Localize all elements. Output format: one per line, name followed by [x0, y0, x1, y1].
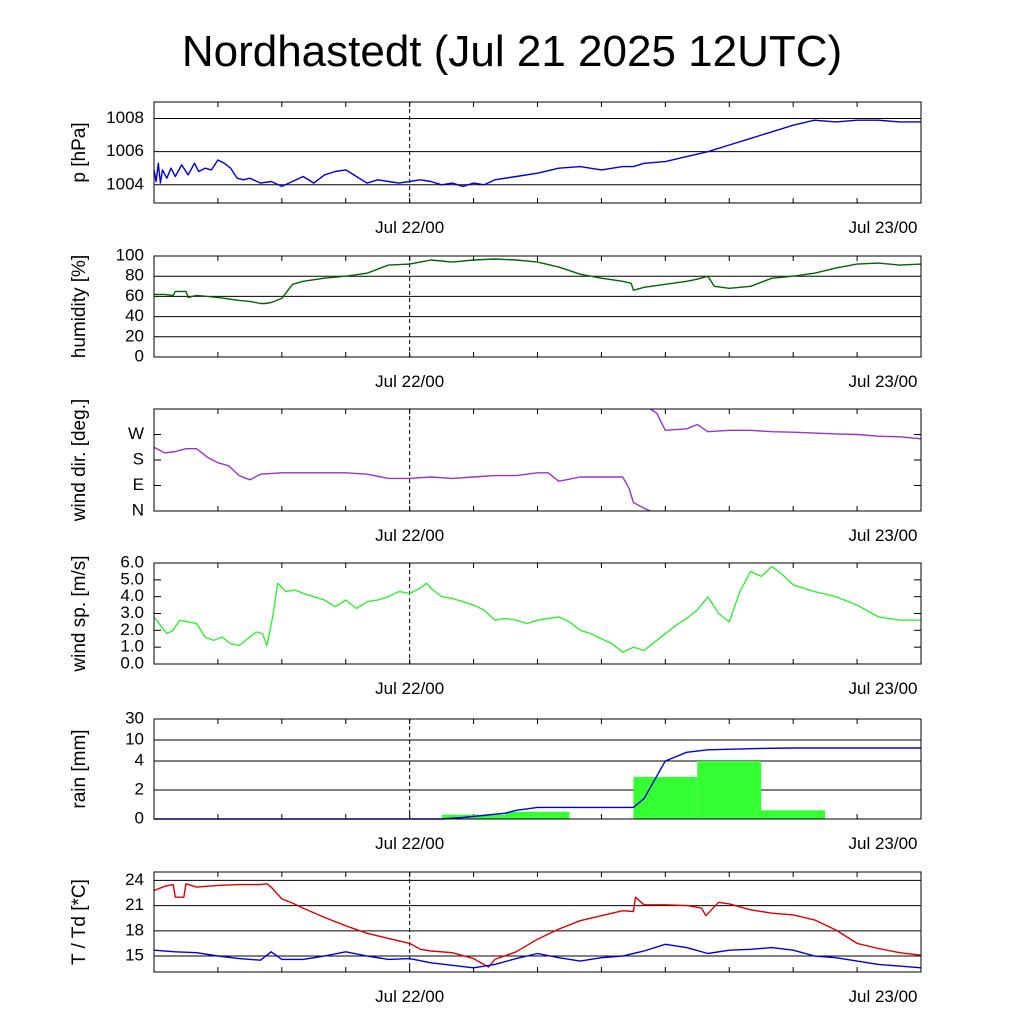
temperature-xtick-label: Jul 23/00 — [849, 987, 918, 1006]
wind-speed-frame — [153, 562, 922, 665]
wind-speed-ytick-label: 6.0 — [120, 552, 144, 571]
pressure-series-line — [153, 119, 921, 188]
rain-ylabel: rain [mm] — [69, 729, 90, 808]
humidity-ytick-label: 80 — [125, 266, 144, 285]
page-title: Nordhastedt (Jul 21 2025 12UTC) — [181, 27, 843, 76]
humidity-xtick-label: Jul 22/00 — [375, 372, 444, 391]
temperature-series-line-td — [153, 943, 922, 969]
rain-xtick-label: Jul 22/00 — [375, 834, 444, 853]
pressure-xtick-label: Jul 22/00 — [375, 218, 444, 237]
rain-ytick-label: 0 — [135, 808, 144, 827]
rain-xtick-label: Jul 23/00 — [849, 834, 918, 853]
pressure-ytick-label: 1008 — [106, 108, 144, 127]
rain-bar — [505, 811, 570, 819]
wind-speed-ytick-label: 2.0 — [120, 620, 144, 639]
pressure-xtick-label: Jul 23/00 — [849, 218, 918, 237]
wind-speed-xtick-label: Jul 23/00 — [849, 679, 918, 698]
pressure-ylabel: p [hPa] — [69, 122, 90, 182]
humidity-ytick-label: 20 — [125, 326, 144, 345]
temperature-ytick-label: 24 — [125, 870, 144, 889]
temperature-series-line-t — [153, 883, 922, 968]
pressure-frame — [153, 101, 922, 204]
humidity-ylabel: humidity [%] — [69, 255, 90, 358]
humidity-ytick-label: 100 — [116, 245, 144, 264]
wind-direction-ylabel: wind dir. [deg.] — [69, 399, 90, 523]
pressure-panel: 1004 1006 1008 p [hPa] Jul 22/00 Jul 23/00 — [69, 101, 922, 237]
humidity-ytick-label: 0 — [135, 346, 144, 365]
pressure-ytick-label: 1006 — [106, 141, 144, 160]
temperature-ylabel: T / Td [*C] — [69, 879, 90, 965]
wind-speed-ytick-label: 5.0 — [120, 569, 144, 588]
wind-speed-ytick-label: 0.0 — [120, 653, 144, 672]
wind-speed-xtick-label: Jul 22/00 — [375, 679, 444, 698]
rain-bar — [633, 776, 698, 819]
temperature-ytick-label: 18 — [125, 920, 144, 939]
rain-ytick-label: 2 — [135, 779, 144, 798]
rain-ytick-label: 4 — [135, 750, 144, 769]
rain-ytick-label: 10 — [125, 729, 144, 748]
rain-panel: 0 2 4 10 30 rain [mm] Jul 22/00 Jul 23/00 — [69, 708, 922, 853]
wind-direction-series-line — [153, 446, 651, 512]
wind-speed-ytick-label: 4.0 — [120, 586, 144, 605]
wind-direction-ytick-label: N — [132, 500, 144, 519]
temperature-ytick-label: 15 — [125, 946, 144, 965]
humidity-ytick-label: 40 — [125, 306, 144, 325]
rain-bar — [697, 761, 762, 819]
wind-direction-frame — [153, 408, 922, 512]
rain-ytick-label: 30 — [125, 708, 144, 727]
humidity-series-line — [154, 258, 922, 305]
wind-direction-xtick-label: Jul 23/00 — [849, 526, 918, 545]
wind-speed-ytick-label: 1.0 — [120, 637, 144, 656]
humidity-ytick-label: 60 — [125, 286, 144, 305]
temperature-frame — [153, 871, 922, 973]
temperature-panel: 15 18 21 24 T / Td [*C] Jul 22/00 Jul 23/00 — [69, 870, 922, 1006]
humidity-frame — [153, 255, 922, 358]
humidity-xtick-label: Jul 23/00 — [849, 372, 918, 391]
temperature-xtick-label: Jul 22/00 — [375, 987, 444, 1006]
wind-direction-ytick-label: E — [133, 475, 144, 494]
wind-speed-panel: 0.01.02.03.04.05.06.0 wind sp. [m/s] Jul 2… — [69, 552, 922, 698]
wind-speed-series-line — [153, 565, 921, 653]
rain-series-line-accumulated — [154, 747, 921, 820]
wind-direction-series-line — [650, 408, 922, 440]
rain-frame — [153, 718, 922, 820]
wind-direction-ytick-label: S — [133, 449, 144, 468]
wind-speed-ytick-label: 3.0 — [120, 603, 144, 622]
pressure-ytick-label: 1004 — [106, 174, 144, 193]
rain-bar — [761, 810, 826, 819]
wind-direction-ytick-label: W — [128, 424, 144, 443]
wind-speed-ylabel: wind sp. [m/s] — [69, 555, 90, 672]
wind-direction-xtick-label: Jul 22/00 — [375, 526, 444, 545]
temperature-ytick-label: 21 — [125, 895, 144, 914]
